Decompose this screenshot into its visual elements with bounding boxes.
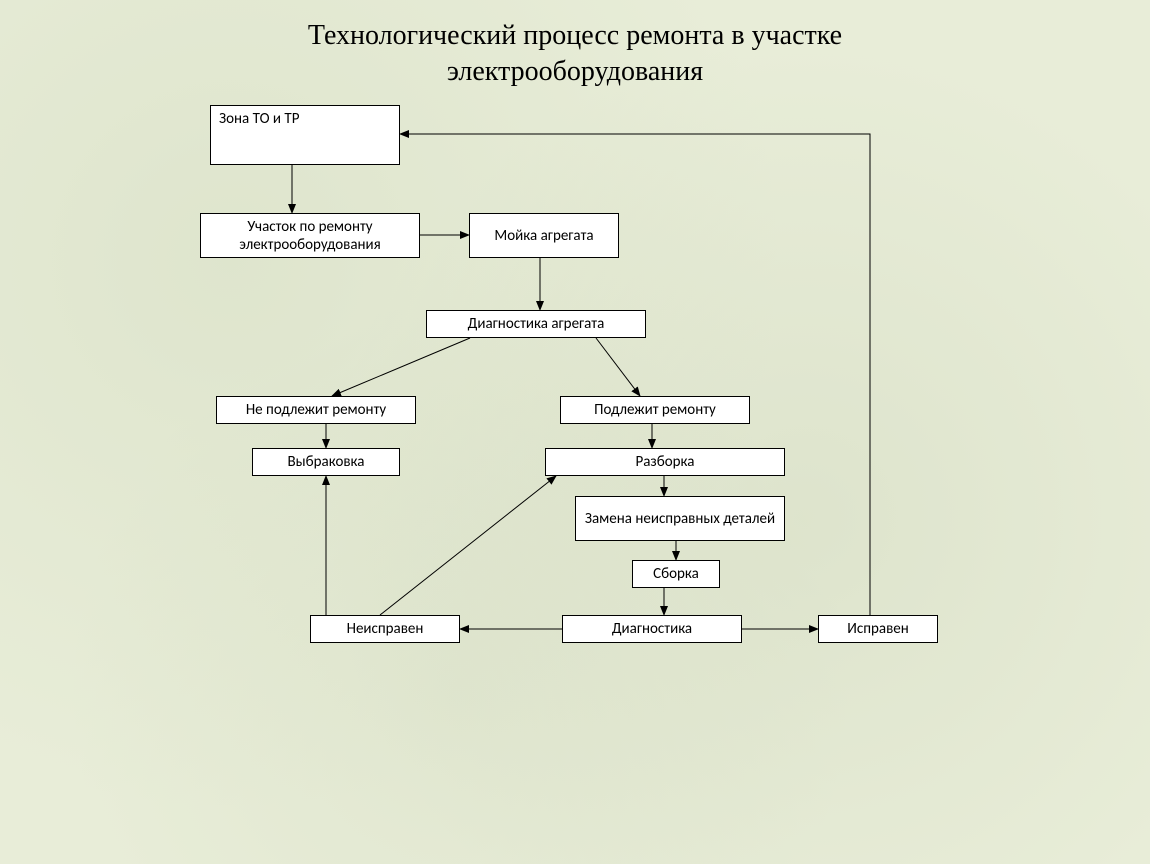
node-uchastok: Участок по ремонту электрооборудования: [200, 213, 420, 258]
node-vybrak: Выбраковка: [252, 448, 400, 476]
node-neispraven: Неисправен: [310, 615, 460, 643]
node-remont: Подлежит ремонту: [560, 396, 750, 424]
title-line1: Технологический процесс ремонта в участк…: [308, 20, 842, 51]
node-diag_agr: Диагностика агрегата: [426, 310, 646, 338]
node-zona: Зона ТО и ТР: [210, 105, 400, 165]
page-title: Технологический процесс ремонта в участк…: [0, 18, 1150, 91]
node-zamena: Замена неисправных деталей: [575, 496, 785, 541]
node-ne_remont: Не подлежит ремонту: [216, 396, 416, 424]
edge-ispraven-zona: [400, 134, 870, 615]
flowchart-edges: [0, 0, 1150, 864]
node-sborka: Сборка: [632, 560, 720, 588]
node-diag2: Диагностика: [562, 615, 742, 643]
edge-diag_agr-ne_remont: [332, 338, 470, 396]
node-razborka: Разборка: [545, 448, 785, 476]
title-line2: электрооборудования: [447, 56, 703, 87]
edge-diag_agr-remont: [596, 338, 640, 396]
node-ispraven: Исправен: [818, 615, 938, 643]
edge-neispraven-razborka: [380, 476, 556, 615]
node-moika: Мойка агрегата: [469, 213, 619, 258]
